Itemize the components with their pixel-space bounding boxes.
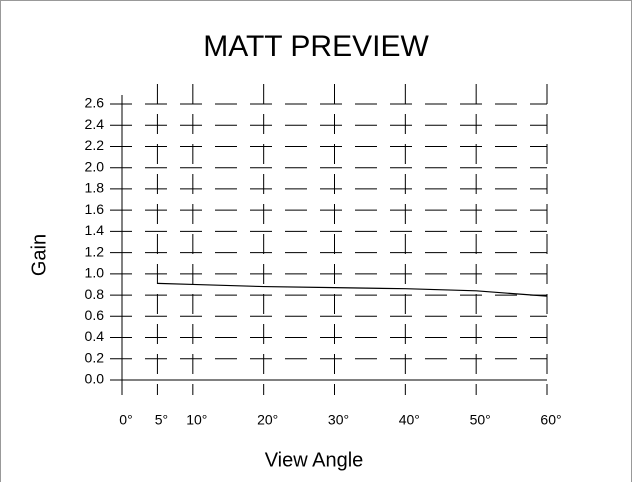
data-line — [157, 282, 548, 297]
y-tick-label: 2.6 — [85, 95, 105, 111]
y-tick-label: 1.6 — [85, 201, 105, 217]
y-tick-label: 2.0 — [85, 158, 105, 174]
x-tick-label: 20° — [257, 412, 278, 428]
y-tick-label: 2.4 — [85, 116, 105, 132]
y-axis-label: Gain — [28, 234, 50, 276]
y-tick-label: 1.0 — [85, 265, 105, 281]
x-tick-label: 0° — [119, 412, 132, 428]
x-tick-label: 40° — [399, 412, 420, 428]
y-tick-label: 1.2 — [85, 243, 105, 259]
y-tick-label: 0.6 — [85, 307, 105, 323]
x-axis-label: View Angle — [265, 449, 364, 471]
y-tick-label: 1.8 — [85, 180, 105, 196]
y-tick-label: 0.2 — [85, 349, 105, 365]
x-tick-label: 60° — [540, 412, 561, 428]
chart-title: MATT PREVIEW — [203, 30, 429, 63]
y-tick-label: 0.0 — [85, 371, 105, 387]
y-tick-label: 2.2 — [85, 137, 105, 153]
y-tick-label: 1.4 — [85, 222, 105, 238]
x-tick-label: 50° — [470, 412, 491, 428]
y-tick-label: 0.8 — [85, 286, 105, 302]
y-tick-label: 0.4 — [85, 328, 105, 344]
x-tick-label: 10° — [186, 412, 207, 428]
x-tick-label: 30° — [328, 412, 349, 428]
x-tick-label: 5° — [155, 412, 168, 428]
